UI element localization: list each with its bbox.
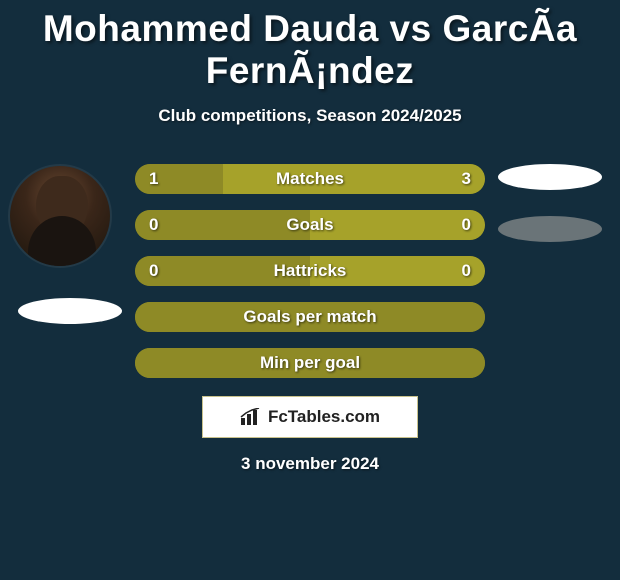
player-right-club-badge bbox=[498, 216, 602, 242]
comparison-bars: 13Matches 00Goals 00Hattricks Goals per mat… bbox=[135, 164, 485, 394]
page-subtitle: Club competitions, Season 2024/2025 bbox=[0, 106, 620, 126]
comparison-infographic: Mohammed Dauda vs GarcÃ­a FernÃ¡ndez Clu… bbox=[0, 0, 620, 580]
stat-label: Matches bbox=[135, 164, 485, 194]
stat-label: Goals per match bbox=[135, 302, 485, 332]
stat-label: Hattricks bbox=[135, 256, 485, 286]
player-right-avatar-placeholder bbox=[498, 164, 602, 190]
player-left-avatar bbox=[8, 164, 112, 268]
stat-row: Min per goal bbox=[135, 348, 485, 378]
brand-box: FcTables.com bbox=[202, 396, 418, 438]
footer-date: 3 november 2024 bbox=[0, 454, 620, 474]
stat-label: Min per goal bbox=[135, 348, 485, 378]
brand-text: FcTables.com bbox=[268, 407, 380, 427]
bar-chart-icon bbox=[240, 408, 262, 426]
stat-label: Goals bbox=[135, 210, 485, 240]
stat-row: 00Goals bbox=[135, 210, 485, 240]
page-title: Mohammed Dauda vs GarcÃ­a FernÃ¡ndez bbox=[0, 0, 620, 92]
stat-row: 00Hattricks bbox=[135, 256, 485, 286]
stat-row: 13Matches bbox=[135, 164, 485, 194]
player-left-club-badge bbox=[18, 298, 122, 324]
stat-row: Goals per match bbox=[135, 302, 485, 332]
